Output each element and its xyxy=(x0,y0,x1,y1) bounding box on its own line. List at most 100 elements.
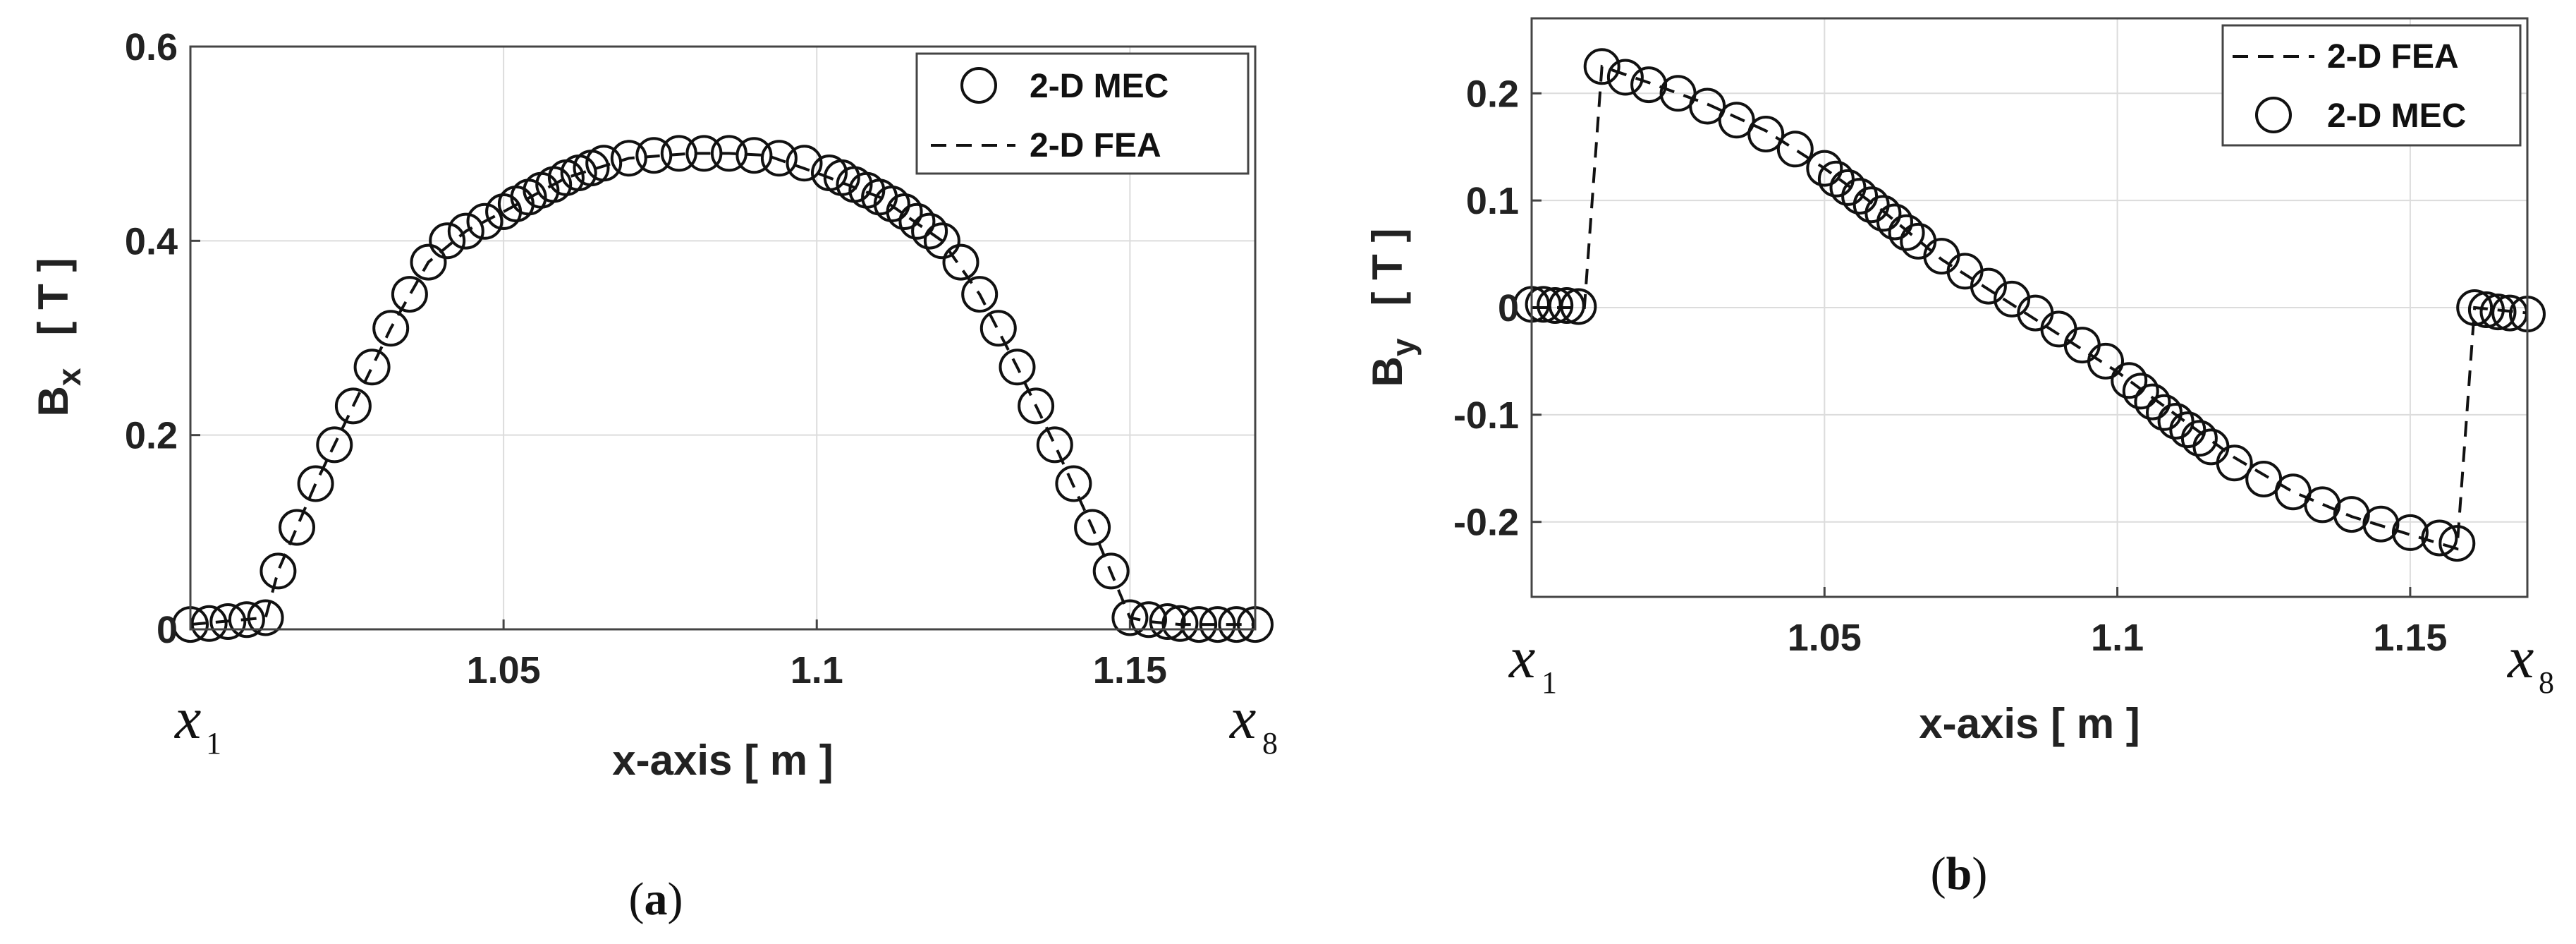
panel-a-mec-point xyxy=(1130,601,1167,639)
panel-a-mec-point xyxy=(735,137,773,174)
panel-a-y-label-main: B xyxy=(30,386,77,416)
panel-b-legend-label-mec: 2-D MEC xyxy=(2327,97,2466,135)
panel-a-x-ticks: 1.05 1.1 1.15 xyxy=(467,649,1167,691)
panel-a-x1-marker-sub: 1 xyxy=(206,726,221,761)
panel-a-mec-point xyxy=(209,603,247,640)
panel-b-x-tick-label: 1.1 xyxy=(2091,617,2144,659)
panel-a-fea-line xyxy=(190,152,1255,627)
panel-b-caption: (b) xyxy=(1931,848,1988,900)
panel-b-mec-point xyxy=(2146,394,2183,431)
panel-a-mec-point xyxy=(685,135,723,172)
panel-a-mec-point xyxy=(391,276,428,313)
panel-b-mec-point xyxy=(2391,514,2429,551)
panel-b-mec-point xyxy=(2467,291,2505,328)
panel-b-x-ticks: 1.05 1.1 1.15 xyxy=(1788,617,2448,659)
panel-b-mec-point xyxy=(2157,403,2195,440)
panel-b-mec-point xyxy=(1630,66,1668,104)
panel-a-mec-point xyxy=(1111,599,1149,636)
panel-a-mec-point xyxy=(1180,606,1218,643)
panel-b-mec-point xyxy=(2216,444,2253,482)
panel-a-mec-point xyxy=(979,310,1017,347)
panel-a-mec-point xyxy=(923,222,960,260)
panel-b-y-tick-label: 0.2 xyxy=(1466,73,1519,115)
panel-b-mec-point xyxy=(2134,383,2171,420)
panel-a-y-tick-label: 0.2 xyxy=(125,415,178,457)
panel-a-y-label-unit: [ T ] xyxy=(30,258,77,336)
panel-a-mec-point xyxy=(886,193,923,230)
panel-a-mec-point xyxy=(898,202,936,240)
panel-b-x-tick-label: 1.05 xyxy=(1788,617,1862,659)
panel-a-mec-point xyxy=(585,145,623,182)
panel-b-fea-series xyxy=(1532,64,2528,551)
panel-a-mec-point xyxy=(1055,465,1092,502)
panel-b-x1-marker-sub: 1 xyxy=(1542,665,1557,700)
panel-b-y-tick-label: -0.1 xyxy=(1453,394,1519,437)
panel-b-y-label-main: B xyxy=(1364,356,1411,387)
panel-a-mec-point xyxy=(961,276,999,313)
panel-a-y-tick-label: 0 xyxy=(157,609,178,651)
panel-b-x8-marker-sub: 8 xyxy=(2539,665,2554,700)
panel-b-x1-marker: x 1 xyxy=(1508,625,1557,700)
panel-a-mec-point xyxy=(353,349,391,386)
panel-b-y-tick-label: 0 xyxy=(1498,287,1519,329)
panel-a-mec-point xyxy=(410,243,447,281)
panel-a-mec-point xyxy=(1149,603,1186,640)
panel-a-mec-series xyxy=(172,135,1274,643)
panel-b-mec-point xyxy=(1994,280,2031,317)
panel-a-x1-marker-label: x xyxy=(173,686,201,751)
panel-b-y-ticks: 0.2 0.1 0 -0.1 -0.2 xyxy=(1453,73,1519,543)
panel-a-x-tick-label: 1.1 xyxy=(790,649,843,691)
panel-a-legend-label-fea: 2-D FEA xyxy=(1030,127,1161,164)
panel-a-chart: 0 0.2 0.4 0.6 1.05 1.1 1.15 2-D MEC 2-D FEA B… xyxy=(30,26,1278,925)
panel-a-y-tick-label: 0.4 xyxy=(125,220,178,262)
panel-b-legend: 2-D FEA 2-D MEC xyxy=(2221,24,2522,147)
panel-a-mec-point xyxy=(1036,426,1073,464)
panel-b-y-label: By [ T ] xyxy=(1364,229,1422,387)
panel-b-mec-point xyxy=(2111,362,2148,399)
panel-a-mec-point xyxy=(660,135,697,172)
panel-a-mec-point xyxy=(260,552,297,590)
panel-b-mec-point xyxy=(2456,289,2493,326)
panel-b-mec-point xyxy=(2122,373,2159,410)
panel-a-mec-point xyxy=(911,212,948,250)
panel-b-mec-point xyxy=(1537,287,1574,324)
panel-a-legend: 2-D MEC 2-D FEA xyxy=(915,52,1250,175)
panel-a-mec-point xyxy=(1018,387,1055,425)
panel-b-mec-point xyxy=(1606,59,1644,96)
panel-b-mec-point xyxy=(2087,342,2124,380)
panel-b-mec-point xyxy=(1747,116,1785,152)
panel-a-mec-point xyxy=(334,387,372,425)
panel-b-mec-point xyxy=(2180,420,2218,457)
panel-b-legend-label-fea: 2-D FEA xyxy=(2327,38,2459,75)
panel-b-mec-point xyxy=(1776,131,1814,168)
panel-b-mec-point xyxy=(1718,102,1755,139)
panel-a-mec-point xyxy=(279,509,315,546)
panel-a-fea-series xyxy=(190,152,1255,627)
panel-a-mec-point xyxy=(999,349,1036,386)
panel-a-mec-point xyxy=(635,137,673,174)
panel-b-x1-marker-label: x xyxy=(1508,625,1535,691)
panel-b-mec-point xyxy=(2421,519,2458,557)
panel-a-mec-point xyxy=(1218,606,1255,643)
panel-b-mec-point xyxy=(1583,48,1620,85)
panel-a-mec-point xyxy=(786,145,823,182)
panel-b-x8-marker-label: x xyxy=(2506,625,2534,691)
panel-a-legend-circle-marker xyxy=(960,67,997,104)
panel-a-axes-frame xyxy=(189,45,1257,631)
panel-a-y-label: Bx [ T ] xyxy=(30,258,87,417)
panel-a-x8-marker: x 8 xyxy=(1228,686,1278,761)
panel-b-y-tick-label: 0.1 xyxy=(1466,180,1519,222)
panel-a-x8-marker-sub: 8 xyxy=(1262,726,1278,761)
panel-a-mec-point xyxy=(466,202,503,240)
panel-b-mec-point xyxy=(2362,505,2400,543)
panel-a-x-tick-label: 1.15 xyxy=(1093,649,1167,691)
panel-a-y-tick-label: 0.6 xyxy=(125,26,178,68)
panel-b-mec-point xyxy=(2438,525,2476,562)
panel-b-y-label-sub: y xyxy=(1385,338,1422,356)
panel-b-axes-frame xyxy=(1530,17,2529,598)
panel-b-mec-point xyxy=(1864,195,1902,232)
panel-b-x-tick-label: 1.15 xyxy=(2373,617,2447,659)
panel-a-mec-point xyxy=(760,140,798,177)
